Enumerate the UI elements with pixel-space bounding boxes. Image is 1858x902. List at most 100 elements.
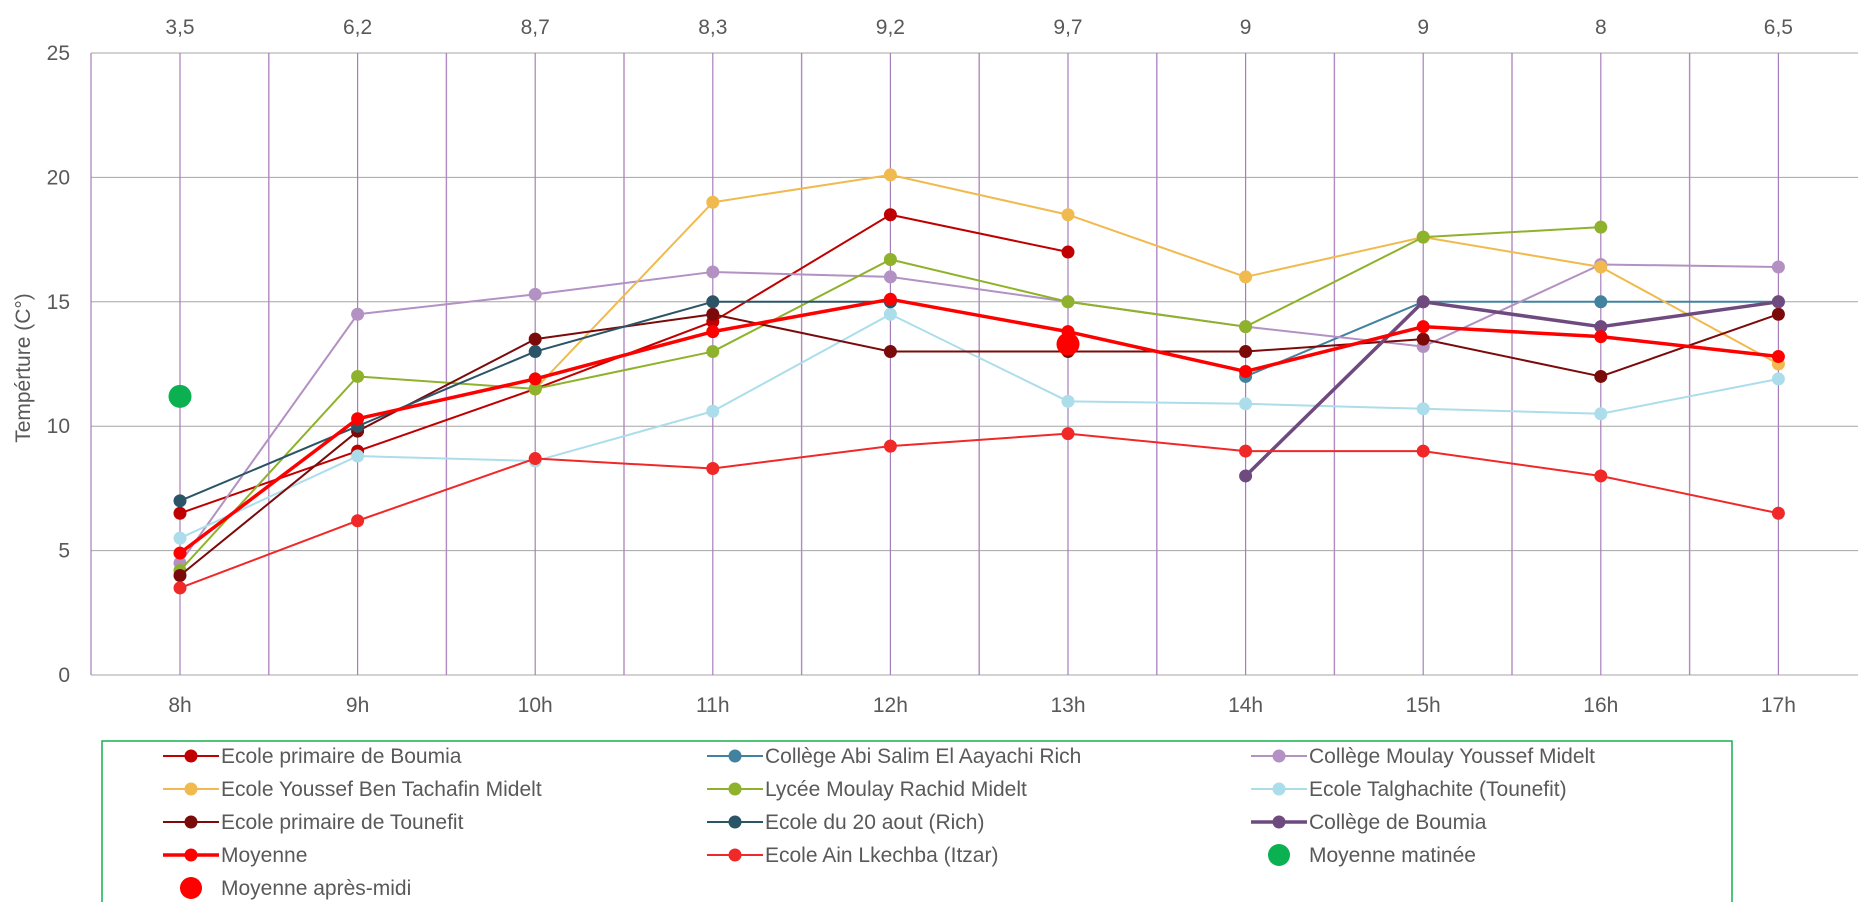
x-tick-label: 13h <box>1050 694 1085 717</box>
data-point <box>1771 506 1785 520</box>
data-point <box>706 295 720 309</box>
x-tick-label: 17h <box>1761 694 1796 717</box>
x-top-label: 3,5 <box>165 16 194 39</box>
data-point <box>1771 260 1785 274</box>
y-tick-label: 10 <box>47 415 70 438</box>
data-point <box>1771 307 1785 321</box>
data-point <box>1771 372 1785 386</box>
series-line <box>179 432 1779 589</box>
legend-label: Moyenne <box>221 844 307 867</box>
series-line <box>1245 300 1779 378</box>
x-tick-label: 8h <box>168 694 191 717</box>
data-point <box>883 439 897 453</box>
legend-marker-swatch <box>1272 749 1286 763</box>
legend-marker-swatch <box>728 782 742 796</box>
data-point <box>528 452 542 466</box>
x-tick-label: 11h <box>696 694 729 717</box>
legend-marker-swatch <box>728 749 742 763</box>
data-point <box>1594 469 1608 483</box>
data-point <box>883 208 897 222</box>
legend-item: Collège Abi Salim El Aayachi Rich <box>707 745 1081 768</box>
legend-label: Moyenne après-midi <box>221 877 411 900</box>
grid-lines <box>90 52 1858 676</box>
data-point <box>1416 295 1430 309</box>
x-top-label: 8 <box>1595 16 1607 39</box>
data-point <box>1594 369 1608 383</box>
legend-label: Ecole du 20 aout (Rich) <box>765 811 984 834</box>
legend-item: Ecole Ain Lkechba (Itzar) <box>707 844 998 867</box>
data-point <box>351 369 365 383</box>
data-point <box>1061 394 1075 408</box>
data-point <box>883 292 897 306</box>
data-point <box>883 168 897 182</box>
x-top-label: 9,2 <box>876 16 905 39</box>
data-point <box>1239 270 1253 284</box>
data-point <box>528 382 542 396</box>
legend-marker-swatch <box>728 848 742 862</box>
x-top-label: 8,3 <box>698 16 727 39</box>
y-tick-label: 20 <box>47 166 70 189</box>
legend-item: Ecole primaire de Tounefit <box>163 811 464 834</box>
legend-item: Collège de Boumia <box>1251 811 1487 834</box>
legend-item: Lycée Moulay Rachid Midelt <box>707 778 1027 801</box>
legend-marker-swatch <box>184 815 198 829</box>
x-top-label: 8,7 <box>521 16 550 39</box>
legend-marker-swatch <box>184 848 198 862</box>
x-tick-label: 9h <box>346 694 369 717</box>
legend-label: Ecole primaire de Boumia <box>221 745 462 768</box>
y-axis-title: Tempérture (C°) <box>12 293 35 443</box>
data-point <box>351 514 365 528</box>
data-point <box>1416 332 1430 346</box>
legend-label: Ecole Youssef Ben Tachafin Midelt <box>221 778 542 801</box>
y-tick-label: 5 <box>58 540 70 563</box>
data-point <box>706 404 720 418</box>
data-point <box>1594 220 1608 234</box>
data-point <box>1239 320 1253 334</box>
data-point <box>1416 444 1430 458</box>
legend-item: Ecole Youssef Ben Tachafin Midelt <box>163 778 542 801</box>
series-9 <box>173 292 1785 560</box>
x-tick-label: 15h <box>1406 694 1441 717</box>
data-point <box>706 325 720 339</box>
x-top-label: 6,5 <box>1764 16 1793 39</box>
data-point <box>528 372 542 386</box>
highlight-point <box>168 384 192 408</box>
series-5 <box>173 307 1785 545</box>
legend-marker-swatch <box>728 815 742 829</box>
legend-label: Ecole primaire de Tounefit <box>221 811 464 834</box>
data-point <box>883 307 897 321</box>
axes: 0 5 10 15 20 25 8h 9h 10h 11h 12h 13h 14h 15h 16h 17h 3,… <box>47 16 1796 717</box>
legend-marker-swatch <box>184 749 198 763</box>
data-point <box>1239 444 1253 458</box>
data-point <box>1771 350 1785 364</box>
legend-dot-swatch <box>180 877 202 899</box>
x-tick-label: 12h <box>873 694 908 717</box>
series-line <box>534 173 1779 390</box>
x-top-label: 9,7 <box>1053 16 1082 39</box>
series-line <box>178 297 1779 555</box>
data-point <box>351 449 365 463</box>
series-line <box>179 263 1779 564</box>
series-4 <box>173 220 1608 578</box>
highlight-points <box>168 332 1080 408</box>
data-point <box>173 546 187 560</box>
legend-label: Moyenne matinée <box>1309 844 1476 867</box>
data-point <box>173 568 187 582</box>
legend-dot-swatch <box>1268 844 1290 866</box>
data-point <box>1594 320 1608 334</box>
data-point <box>173 506 187 520</box>
data-point <box>1594 407 1608 421</box>
legend-item: Ecole Talghachite (Tounefit) <box>1251 778 1567 801</box>
data-point <box>883 253 897 267</box>
legend-marker-swatch <box>1272 815 1286 829</box>
data-point <box>173 494 187 508</box>
x-tick-label: 16h <box>1583 694 1618 717</box>
data-point <box>528 287 542 301</box>
legend-label: Collège de Boumia <box>1309 811 1487 834</box>
data-point <box>706 307 720 321</box>
data-point <box>173 581 187 595</box>
data-point <box>1239 364 1253 378</box>
data-point <box>528 345 542 359</box>
legend-item: Moyenne matinée <box>1268 844 1476 867</box>
data-point <box>706 345 720 359</box>
